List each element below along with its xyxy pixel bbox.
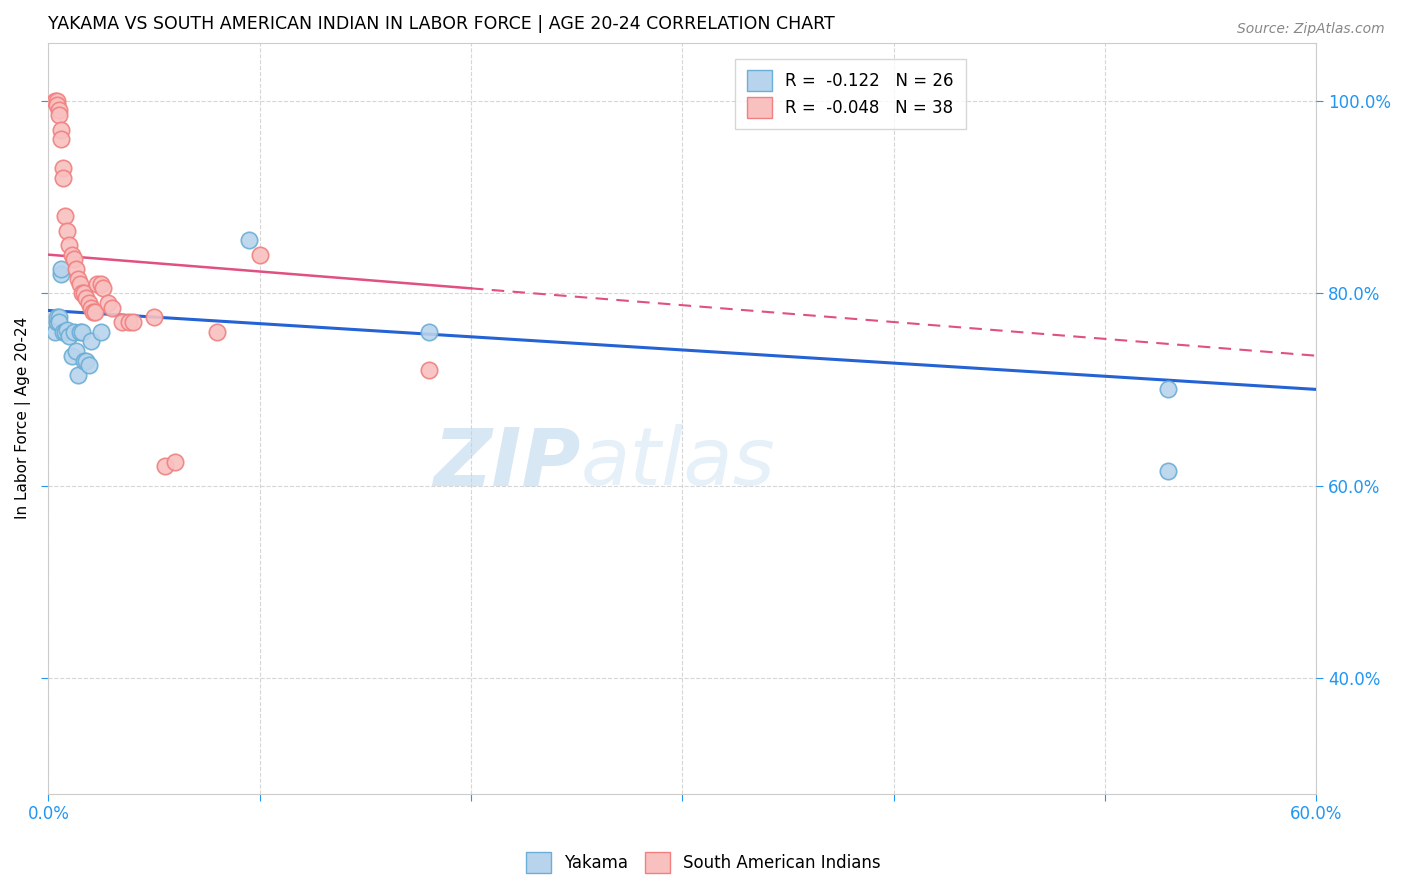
Point <box>69 277 91 291</box>
Point <box>122 315 145 329</box>
Point <box>91 281 114 295</box>
Point <box>45 98 67 112</box>
Point <box>60 247 83 261</box>
Point <box>73 286 96 301</box>
Point <box>100 301 122 315</box>
Point <box>49 132 72 146</box>
Point <box>70 325 93 339</box>
Point <box>1157 383 1180 397</box>
Point <box>69 325 91 339</box>
Text: ZIP: ZIP <box>433 425 581 502</box>
Point <box>49 262 72 277</box>
Point <box>52 161 75 175</box>
Point <box>79 301 101 315</box>
Point <box>86 277 108 291</box>
Point <box>165 454 187 468</box>
Point <box>75 291 97 305</box>
Point <box>45 310 67 325</box>
Point <box>49 267 72 281</box>
Point <box>56 323 79 337</box>
Point <box>48 103 70 118</box>
Text: Source: ZipAtlas.com: Source: ZipAtlas.com <box>1237 22 1385 37</box>
Point <box>49 122 72 136</box>
Point <box>77 359 100 373</box>
Point <box>62 325 84 339</box>
Point <box>238 233 260 247</box>
Point <box>58 329 80 343</box>
Point <box>65 343 87 358</box>
Point <box>77 295 100 310</box>
Point <box>48 108 70 122</box>
Point <box>70 286 93 301</box>
Point <box>45 94 67 108</box>
Point <box>418 363 440 377</box>
Point <box>58 238 80 252</box>
Point <box>1157 464 1180 478</box>
Point <box>44 94 66 108</box>
Point <box>52 325 75 339</box>
Point <box>44 325 66 339</box>
Point <box>90 325 112 339</box>
Point <box>75 353 97 368</box>
Point <box>66 368 89 382</box>
Point <box>90 277 112 291</box>
Text: atlas: atlas <box>581 425 776 502</box>
Point <box>207 325 229 339</box>
Legend: R =  -0.122   N = 26, R =  -0.048   N = 38: R = -0.122 N = 26, R = -0.048 N = 38 <box>735 59 966 129</box>
Point <box>153 459 176 474</box>
Point <box>48 315 70 329</box>
Point <box>418 325 440 339</box>
Point <box>143 310 166 325</box>
Point <box>118 315 141 329</box>
Point <box>83 305 105 319</box>
Point <box>60 349 83 363</box>
Point <box>66 271 89 285</box>
Y-axis label: In Labor Force | Age 20-24: In Labor Force | Age 20-24 <box>15 318 31 519</box>
Point <box>79 334 101 349</box>
Text: YAKAMA VS SOUTH AMERICAN INDIAN IN LABOR FORCE | AGE 20-24 CORRELATION CHART: YAKAMA VS SOUTH AMERICAN INDIAN IN LABOR… <box>48 15 835 33</box>
Point <box>82 305 104 319</box>
Point <box>65 262 87 277</box>
Point <box>45 315 67 329</box>
Point <box>48 310 70 325</box>
Legend: Yakama, South American Indians: Yakama, South American Indians <box>519 846 887 880</box>
Point <box>53 209 76 223</box>
Point <box>53 325 76 339</box>
Point <box>73 353 96 368</box>
Point <box>56 224 79 238</box>
Point <box>62 252 84 267</box>
Point <box>249 247 271 261</box>
Point <box>52 170 75 185</box>
Point <box>96 295 118 310</box>
Point <box>111 315 134 329</box>
